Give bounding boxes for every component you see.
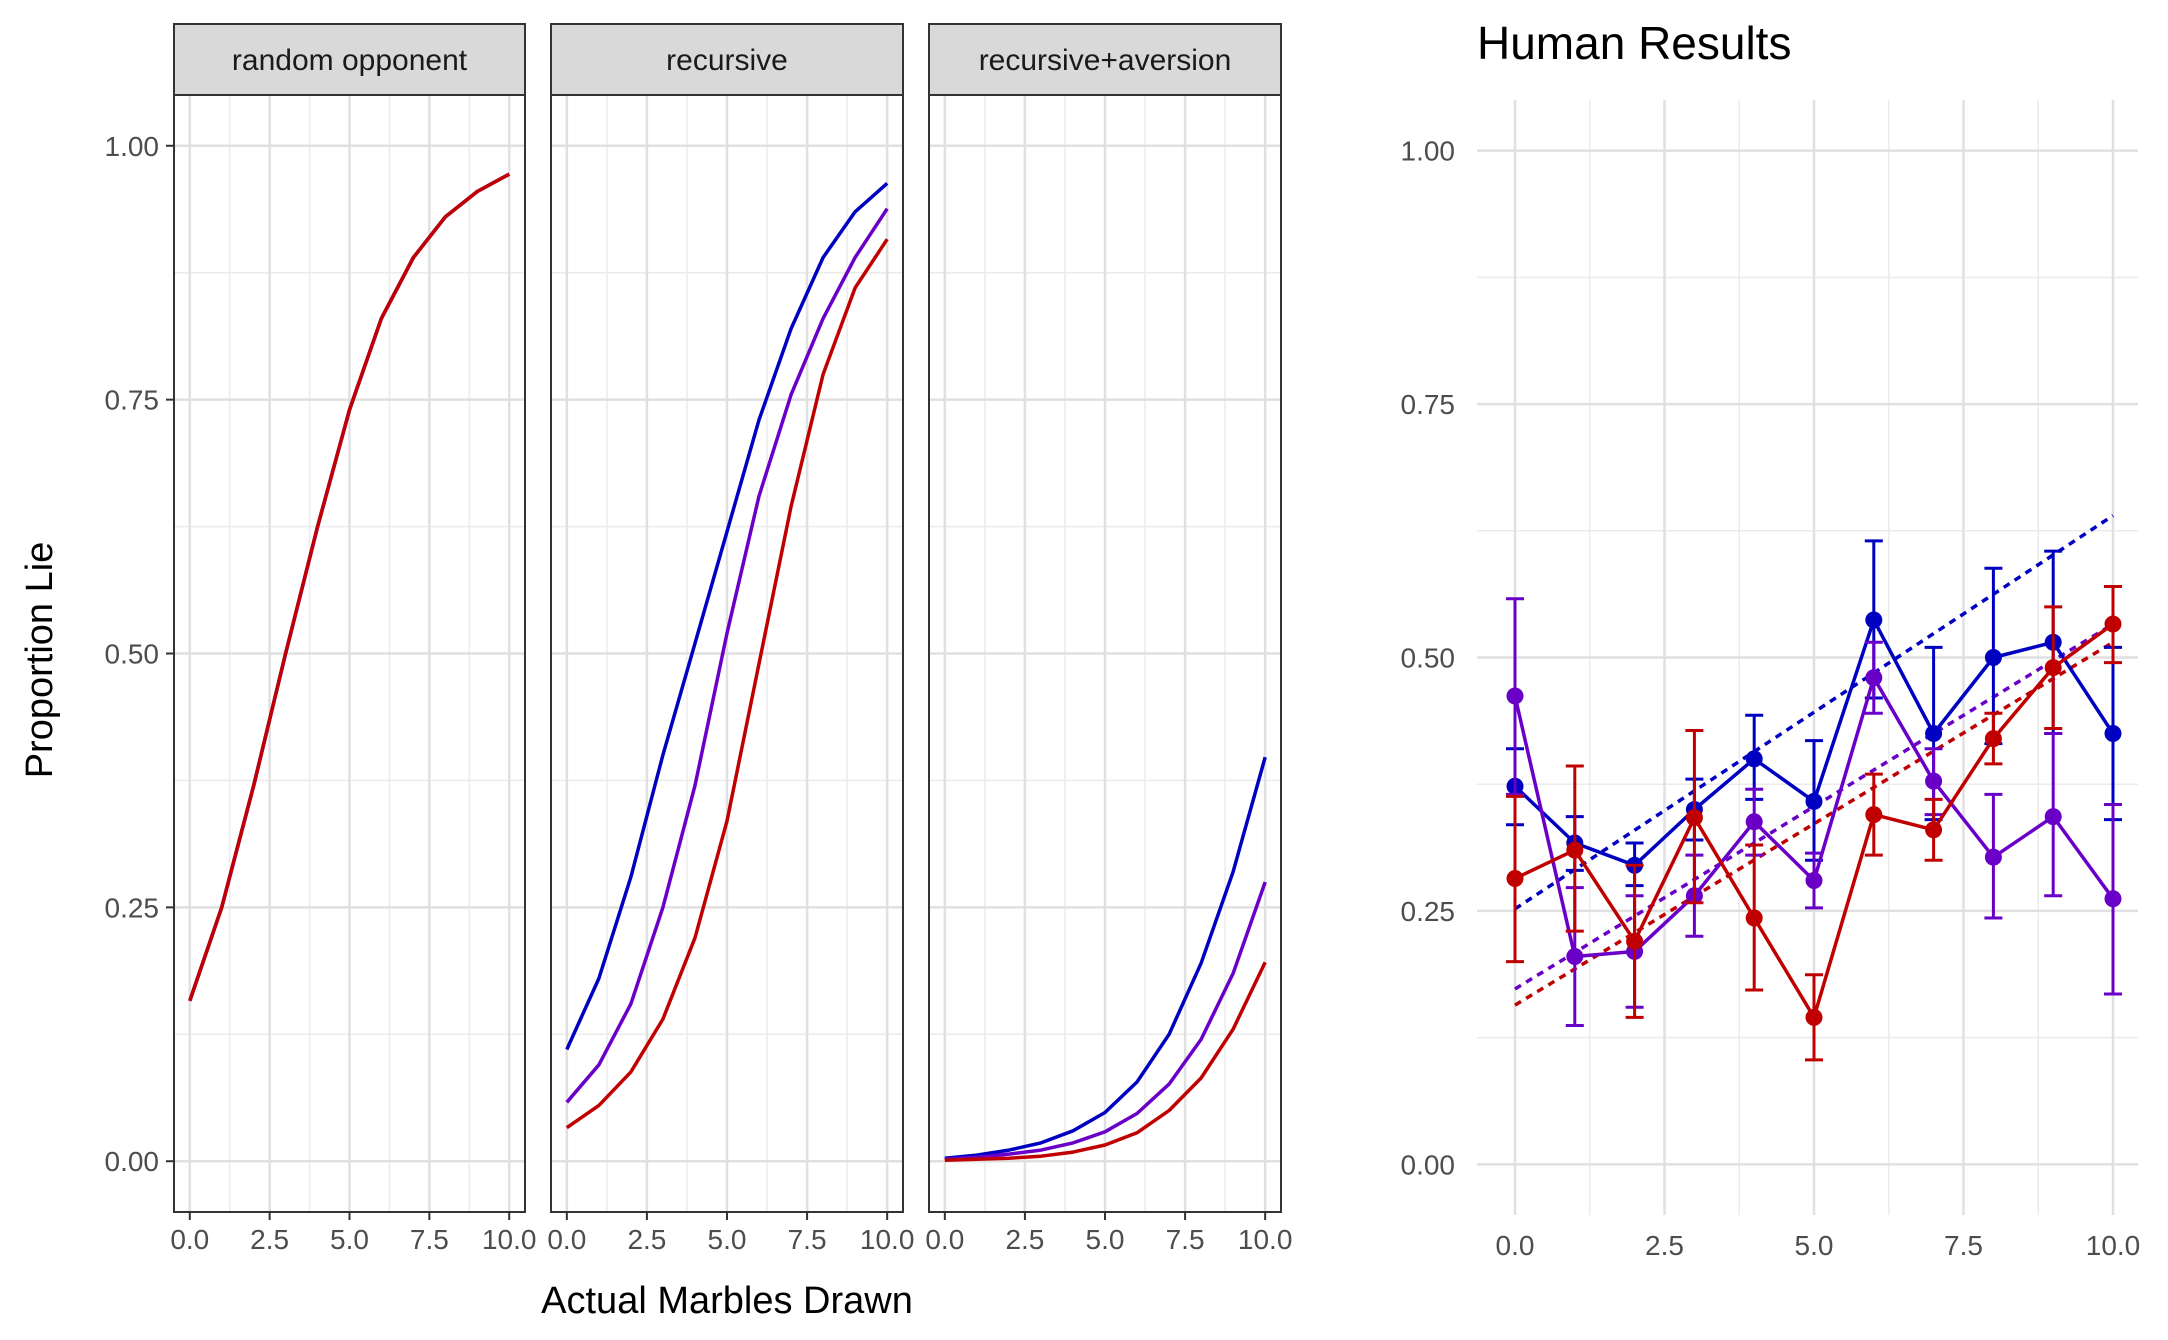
x-tick-label: 7.5 — [1166, 1224, 1205, 1255]
x-tick-label: 2.5 — [1005, 1224, 1044, 1255]
x-tick-label: 5.0 — [1795, 1230, 1834, 1261]
y-tick-label: 0.50 — [105, 639, 160, 670]
left-y-axis: 0.00 0.25 0.50 0.75 1.00 — [105, 131, 174, 1177]
data-point — [1566, 948, 1584, 966]
y-tick-label: 1.00 — [105, 131, 160, 162]
x-tick-label: 7.5 — [410, 1224, 449, 1255]
x-tick-label: 5.0 — [1086, 1224, 1125, 1255]
facet-panel-recursive-aversion: recursive+aversion 0.0 2.5 5.0 7.5 10.0 — [925, 23, 1293, 1255]
data-point — [1984, 730, 2002, 748]
data-point — [1925, 772, 1943, 790]
y-tick-label: 0.75 — [105, 385, 160, 416]
y-tick-label: 1.00 — [1401, 136, 1456, 167]
series-line — [944, 961, 1267, 1162]
facet-strip-label: recursive — [666, 44, 788, 77]
data-point — [1865, 669, 1883, 687]
plot-area: 0.0 2.5 5.0 7.5 10.0 — [547, 94, 915, 1255]
data-point — [2104, 725, 2122, 743]
series-line — [188, 172, 511, 1002]
facet-strip — [550, 23, 904, 96]
data-point — [1685, 809, 1703, 827]
data-point — [1984, 848, 2002, 866]
data-point — [1745, 813, 1763, 831]
facet-strip-label: recursive+aversion — [979, 44, 1232, 77]
x-tick-label: 2.5 — [250, 1224, 289, 1255]
data-point — [1984, 649, 2002, 666]
series-line — [944, 756, 1267, 1160]
data-point — [1626, 932, 1644, 950]
data-point — [1805, 872, 1823, 889]
x-tick-label: 0.0 — [925, 1224, 964, 1255]
plot-area: 0.0 2.5 5.0 7.5 10.0 — [925, 94, 1293, 1255]
x-tick-label: 10.0 — [860, 1224, 915, 1255]
data-point — [1745, 909, 1763, 927]
plot-area: 0.0 2.5 5.0 7.5 10.0 — [170, 94, 537, 1255]
x-tick-label: 2.5 — [627, 1224, 666, 1255]
facet-strip — [173, 23, 526, 96]
data-point — [1506, 869, 1524, 887]
data-point — [1805, 1008, 1823, 1026]
data-point — [1805, 792, 1823, 810]
x-tick-label: 2.5 — [1645, 1230, 1684, 1261]
data-point — [2044, 659, 2062, 677]
data-point — [2104, 615, 2122, 633]
x-tick-label: 5.0 — [708, 1224, 747, 1255]
x-axis-title: Actual Marbles Drawn — [541, 1280, 913, 1322]
x-tick-label: 10.0 — [2086, 1230, 2141, 1261]
y-tick-label: 0.75 — [1401, 389, 1456, 420]
y-tick-label: 0.00 — [1401, 1149, 1456, 1180]
x-tick-label: 0.0 — [1496, 1230, 1535, 1261]
facet-panel-recursive: recursive 0.0 2.5 5.0 7.5 10.0 — [547, 23, 915, 1255]
facet-strip-label: random opponent — [232, 44, 468, 77]
chart-title: Human Results — [1477, 17, 1791, 69]
x-tick-label: 7.5 — [1944, 1230, 1983, 1261]
data-point — [1925, 725, 1943, 743]
data-point — [1925, 821, 1943, 839]
facet-panel-random-opponent: random opponent 0.0 2.5 5.0 7.5 10.0 — [170, 23, 537, 1255]
x-tick-label: 0.0 — [547, 1224, 586, 1255]
human-results-panel: 0.00 0.25 0.50 0.75 1.00 0.0 2.5 5.0 7.5 10.0 — [1401, 100, 2141, 1261]
facet-strip — [928, 23, 1282, 96]
data-point — [1865, 611, 1883, 629]
series-line — [565, 181, 889, 1051]
series-line — [944, 881, 1267, 1161]
data-point — [2104, 890, 2122, 908]
x-tick-label: 10.0 — [482, 1224, 537, 1255]
x-tick-label: 7.5 — [788, 1224, 827, 1255]
data-point — [1506, 687, 1524, 705]
y-tick-label: 0.25 — [1401, 896, 1456, 927]
x-tick-label: 0.0 — [170, 1224, 209, 1255]
series-line — [565, 238, 889, 1130]
series-line — [565, 207, 889, 1104]
data-point — [2044, 808, 2062, 826]
y-tick-label: 0.00 — [105, 1146, 160, 1177]
x-tick-label: 10.0 — [1238, 1224, 1293, 1255]
data-point — [1745, 750, 1763, 768]
data-point — [1865, 806, 1883, 824]
x-tick-label: 5.0 — [330, 1224, 369, 1255]
y-tick-label: 0.50 — [1401, 643, 1456, 674]
trend-line — [1514, 514, 2114, 911]
y-axis-title: Proportion Lie — [19, 542, 61, 779]
y-tick-label: 0.25 — [105, 892, 160, 923]
data-point — [1566, 841, 1584, 859]
